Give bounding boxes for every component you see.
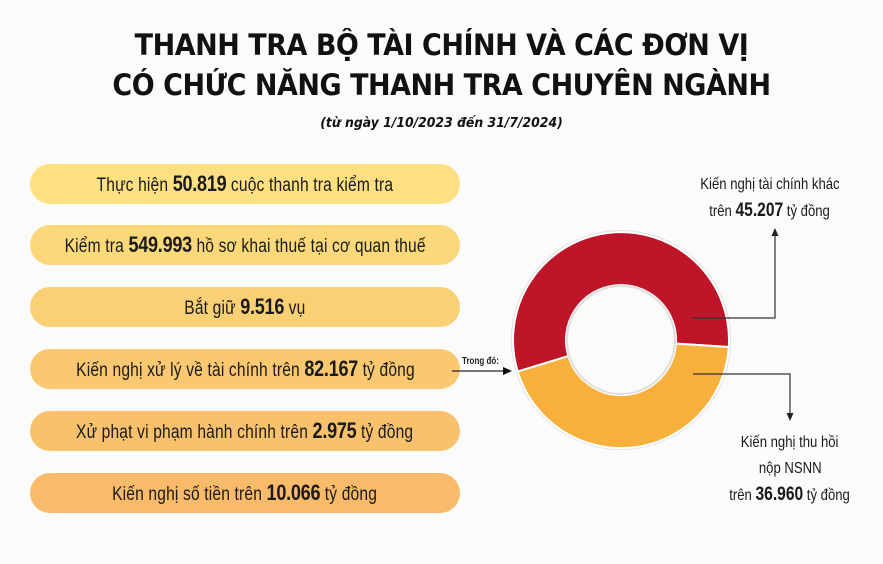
stat-value: 82.167 xyxy=(303,356,358,381)
stat-pill-tax-dossiers: Kiểm tra 549.993 hồ sơ khai thuế tại cơ … xyxy=(30,225,460,265)
stat-text: Kiến nghị số tiền trên 10.066 tỷ đồng xyxy=(112,480,378,505)
connector-arrow-icon xyxy=(452,367,512,375)
title-line-2: CÓ CHỨC NĂNG THANH TRA CHUYÊN NGÀNH xyxy=(112,68,771,102)
stat-text: Thực hiện 50.819 cuộc thanh tra kiểm tra xyxy=(96,171,394,196)
label-other-financial: Kiến nghị tài chính khác trên 45.207 tỷ … xyxy=(700,176,840,221)
title-line-1: THANH TRA BỘ TÀI CHÍNH VÀ CÁC ĐƠN VỊ xyxy=(134,28,749,62)
callout-line-recovery xyxy=(693,373,794,421)
stat-value: 2.975 xyxy=(312,418,357,443)
stat-value: 10.066 xyxy=(266,480,321,505)
stat-value: 549.993 xyxy=(128,232,192,257)
callout-line-other-financial xyxy=(693,228,779,319)
value-other-financial: 45.207 xyxy=(735,200,784,221)
stat-pill-inspections: Thực hiện 50.819 cuộc thanh tra kiểm tra xyxy=(30,164,460,204)
stat-pill-admin-penalties: Xử phạt vi phạm hành chính trên 2.975 tỷ… xyxy=(30,411,460,451)
stat-value: 9.516 xyxy=(240,294,285,319)
stat-pill-seizures: Bắt giữ 9.516 vụ xyxy=(30,287,460,327)
breakdown-label: Trong đó: xyxy=(462,356,499,367)
date-range-subtitle: (từ ngày 1/10/2023 đến 31/7/2024) xyxy=(320,115,563,131)
stat-text: Kiểm tra 549.993 hồ sơ khai thuế tại cơ … xyxy=(64,232,426,257)
stat-value: 50.819 xyxy=(172,171,227,196)
stat-text: Bắt giữ 9.516 vụ xyxy=(184,294,306,319)
stat-pill-recommended-amount: Kiến nghị số tiền trên 10.066 tỷ đồng xyxy=(30,473,460,513)
label-recovery: Kiến nghị thu hồi nộp NSNN trên 36.960 t… xyxy=(729,434,851,505)
value-recovery: 36.960 xyxy=(755,484,804,505)
donut-segment-recovery xyxy=(516,342,730,450)
stat-text: Xử phạt vi phạm hành chính trên 2.975 tỷ… xyxy=(76,418,414,443)
stat-pill-financial-recommendations: Kiến nghị xử lý về tài chính trên 82.167… xyxy=(30,349,460,389)
stat-text: Kiến nghị xử lý về tài chính trên 82.167… xyxy=(75,356,415,381)
